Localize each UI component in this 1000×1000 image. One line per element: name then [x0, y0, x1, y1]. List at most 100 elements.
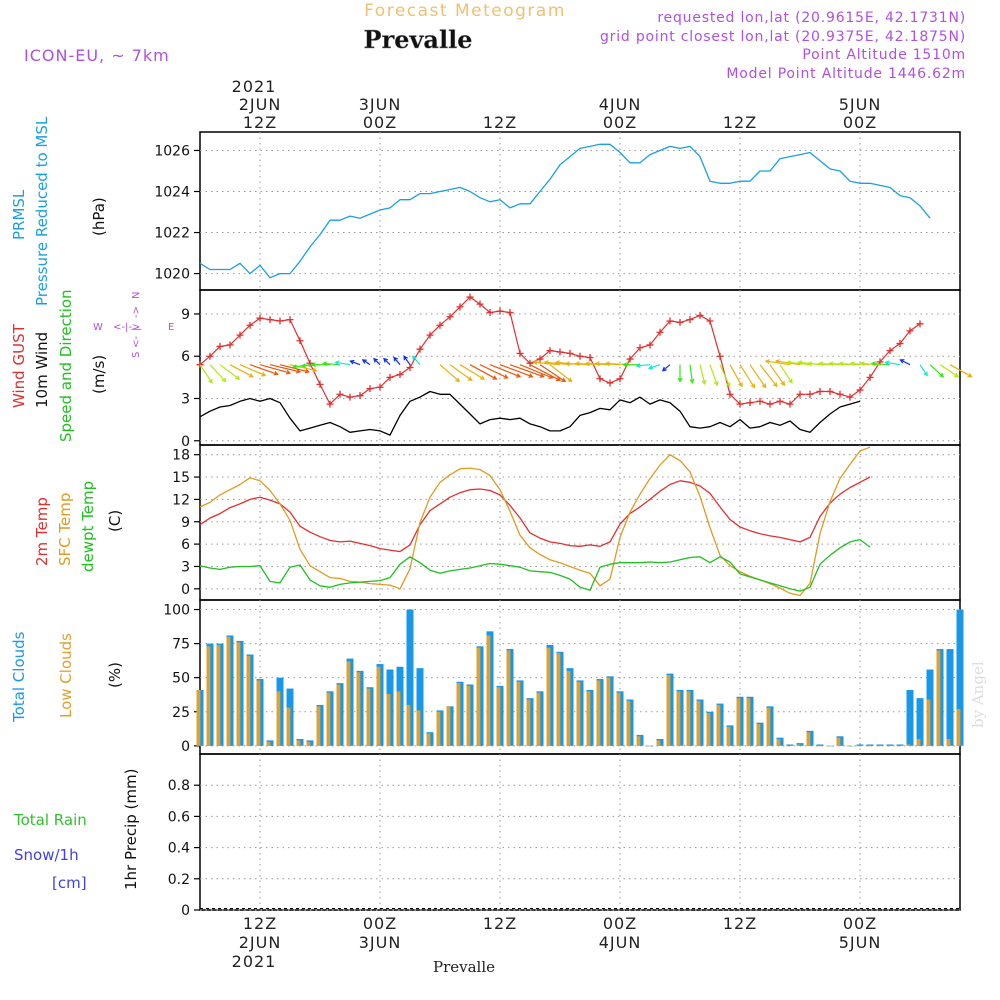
gust-marker	[906, 327, 914, 335]
wind-arrow	[489, 364, 522, 378]
low-cloud-bar	[566, 670, 571, 746]
low-cloud-bar	[556, 653, 561, 746]
low-cloud-bar	[856, 745, 861, 747]
panel-pressure: 1020 1022 1024 1026	[154, 131, 961, 291]
gust-marker	[796, 390, 804, 398]
total-cloud-bar	[906, 689, 914, 746]
dewpt-line	[199, 538, 871, 592]
total-cloud-bar	[876, 744, 884, 746]
time-top-hour: 00Z	[603, 113, 637, 132]
gust-marker	[586, 354, 594, 362]
low-cloud-bar	[426, 733, 431, 746]
gust-marker	[246, 321, 254, 329]
total-cloud-bar	[916, 698, 924, 746]
gust-marker	[516, 349, 524, 357]
compass: N -> | <- S W <-|-> E	[93, 292, 174, 358]
low-cloud-bar	[726, 726, 731, 746]
gust-marker	[266, 316, 274, 324]
low-cloud-bar	[606, 677, 611, 746]
wind-arrow	[469, 364, 498, 380]
low-cloud-bar	[496, 687, 501, 746]
panel-clouds: 0 25 50 75 100	[163, 599, 964, 755]
total-cloud-bar	[856, 744, 864, 746]
time-bottom-hour: 12Z	[243, 914, 277, 933]
cloud-labels: Total Clouds Low Clouds (%)	[10, 631, 124, 723]
low-cloud-bar	[516, 681, 521, 746]
wind-arrow	[621, 362, 640, 368]
time-bottom-date: 4JUN	[599, 933, 642, 952]
time-bottom-hour: 00Z	[363, 914, 397, 933]
pressure-unit-label: (hPa)	[90, 197, 108, 236]
wind-arrow	[719, 364, 731, 388]
low-cloud-bar	[536, 692, 541, 746]
gust-marker	[706, 317, 714, 325]
gust-marker	[666, 317, 674, 325]
gust-label: Wind GUST	[10, 323, 28, 408]
wind-arrow	[259, 364, 292, 375]
location-title: Prevalle	[364, 25, 473, 54]
gust-marker	[896, 340, 904, 348]
gust-marker	[756, 397, 764, 405]
gust-marker	[616, 375, 624, 383]
pressure-ytick-label: 1024	[154, 185, 190, 201]
temperature-ytick-label: 15	[172, 470, 190, 486]
snow-unit-label: [cm]	[52, 874, 87, 892]
gust-marker	[766, 400, 774, 408]
low-cloud-bar	[306, 741, 311, 746]
gust-marker	[286, 316, 294, 324]
clouds-ytick-label: 75	[172, 637, 190, 653]
wind-arrow	[361, 359, 371, 366]
gust-marker	[326, 400, 334, 408]
time-top-hour: 00Z	[843, 113, 877, 132]
wind-arrow	[539, 364, 567, 383]
low-cloud-bar	[486, 635, 491, 746]
panel-precipitation: 0 0.2 0.4 0.6 0.8	[168, 753, 961, 919]
total-cloud-bar	[946, 649, 954, 746]
temperature-ytick-label: 12	[172, 492, 190, 508]
pressure-ytick-label: 1022	[154, 226, 190, 242]
low-cloud-bar	[546, 647, 551, 746]
wind-arrow	[919, 364, 928, 377]
panel-temperature: 0 3 6 9 12 15 18	[172, 444, 961, 601]
wind-arrow	[635, 363, 651, 369]
low-cloud-bar	[876, 745, 881, 747]
compass-ns-top: ->	[131, 306, 142, 318]
gust-marker	[336, 390, 344, 398]
t2m-line	[199, 476, 871, 553]
low-cloud-bar	[596, 680, 601, 746]
wind-arrow	[870, 361, 891, 367]
low-cloud-bar	[706, 713, 711, 746]
low-cloud-bar	[406, 704, 411, 746]
wind-arrow	[677, 364, 683, 383]
gust-marker	[656, 328, 664, 336]
gust-marker	[816, 387, 824, 395]
wind-arrow	[729, 364, 743, 388]
low-cloud-bar	[686, 691, 691, 746]
low-cloud-bar	[196, 689, 201, 746]
wind-arrow	[334, 360, 351, 366]
time-top-date: 2JUN	[239, 95, 282, 114]
low-cloud-bar	[756, 724, 761, 746]
wind-unit-label: (m/s)	[90, 355, 108, 394]
wind-arrow	[279, 364, 311, 374]
gust-marker	[566, 349, 574, 357]
gust-marker	[866, 373, 874, 381]
dewpt-label: dewpt Temp	[79, 481, 97, 572]
low-cloud-bar	[326, 692, 331, 746]
wind-arrow	[519, 364, 554, 379]
low-cloud-bar	[956, 709, 961, 746]
time-bottom-hour: 12Z	[723, 914, 757, 933]
wind-arrow	[769, 364, 786, 387]
wind-frame	[199, 289, 961, 446]
gust-marker	[546, 347, 554, 355]
low-cloud-bar	[776, 739, 781, 746]
low-cloud-bar	[346, 661, 351, 746]
compass-south: S	[131, 352, 142, 358]
wind-ytick-label: 6	[181, 349, 190, 365]
time-top-hour: 12Z	[723, 113, 757, 132]
wind-arrow	[884, 360, 901, 366]
compass-ns-mid: |	[131, 328, 142, 331]
cloud-unit-label: (%)	[106, 662, 124, 688]
low-cloud-bar	[226, 636, 231, 746]
